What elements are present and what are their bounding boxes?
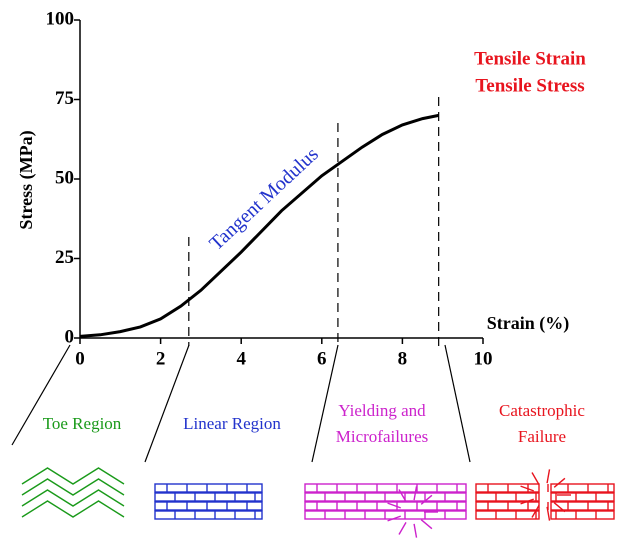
burst: [547, 469, 549, 483]
region-label: Microfailures: [336, 427, 429, 446]
fiber: [551, 484, 614, 492]
fiber: [155, 493, 262, 501]
burst: [421, 520, 432, 529]
fiber: [476, 511, 539, 519]
fiber: [476, 493, 539, 501]
region-icon: [155, 484, 262, 519]
region-icon: [22, 468, 124, 517]
burst: [388, 503, 401, 508]
fiber: [22, 479, 124, 495]
fiber: [22, 468, 124, 484]
fiber: [22, 501, 124, 517]
y-tick-label: 0: [65, 326, 75, 347]
burst: [399, 522, 406, 534]
fiber: [22, 490, 124, 506]
x-tick-label: 10: [474, 348, 493, 369]
annotation: Tensile Stress: [475, 75, 584, 96]
fiber: [551, 511, 614, 519]
y-tick-label: 25: [55, 247, 74, 268]
fiber: [551, 493, 614, 501]
region-label: Yielding and: [338, 401, 426, 420]
y-tick-label: 75: [55, 88, 74, 109]
region-icon: [305, 484, 466, 538]
fiber: [305, 502, 466, 510]
region-icon: [476, 469, 614, 520]
stress-strain-curve: [80, 115, 439, 336]
x-tick-label: 4: [236, 348, 246, 369]
burst: [532, 472, 539, 484]
x-tick-label: 2: [156, 348, 166, 369]
x-axis-label: Strain (%): [487, 313, 570, 334]
region-label: Catastrophic: [499, 401, 585, 420]
divider: [445, 345, 470, 462]
burst: [414, 524, 416, 538]
x-tick-label: 8: [398, 348, 408, 369]
fiber: [155, 484, 262, 492]
region-label: Linear Region: [183, 414, 281, 433]
divider: [145, 345, 189, 462]
y-tick-label: 100: [46, 8, 75, 29]
fiber: [155, 511, 262, 519]
fiber: [155, 502, 262, 510]
y-axis-label: Stress (MPa): [16, 130, 37, 229]
annotation: Tensile Strain: [474, 48, 586, 69]
region-label: Failure: [518, 427, 566, 446]
burst: [521, 486, 534, 491]
burst: [554, 478, 565, 487]
fiber: [305, 484, 466, 492]
chart: 0 25 50 75 100 0 2 4 6 8 10 Stress (MPa) Strain (%) T…: [0, 0, 620, 540]
x-tick-label: 6: [317, 348, 327, 369]
x-tick-label: 0: [75, 348, 85, 369]
burst: [421, 495, 432, 504]
region-label: Toe Region: [43, 414, 122, 433]
y-tick-label: 50: [55, 167, 74, 188]
annotation: Tangent Modulus: [205, 143, 323, 255]
